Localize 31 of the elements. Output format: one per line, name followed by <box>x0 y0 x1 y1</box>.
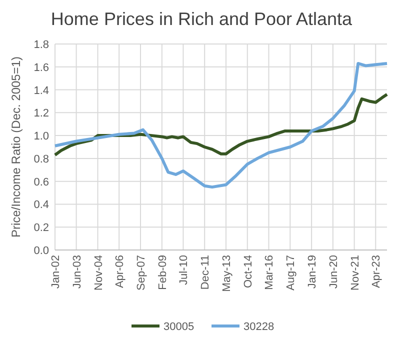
x-tick-label: Jun-03 <box>71 255 84 289</box>
x-tick-label: Apr-06 <box>114 255 126 288</box>
chart-title: Home Prices in Rich and Poor Atlanta <box>50 9 354 29</box>
y-tick-label: 0.6 <box>34 176 49 188</box>
y-tick-label: 0.8 <box>34 153 49 166</box>
y-tick-label: 1.6 <box>34 62 49 74</box>
x-tick-label: Jan-19 <box>306 255 319 289</box>
legend-label: 30228 <box>244 321 274 333</box>
y-axis-title: Price/Income Ratio (Dec. 2005=1) <box>9 56 23 238</box>
x-tick-label: Nov-21 <box>349 255 362 290</box>
y-tick-label: 0.4 <box>34 199 49 212</box>
x-tick-label: Nov-04 <box>92 255 105 290</box>
x-tick-label: Feb-09 <box>156 255 169 290</box>
x-tick-label: Oct-14 <box>242 255 254 288</box>
x-tick-label: Mar-16 <box>264 255 276 290</box>
x-tick-label: Sep-07 <box>135 255 148 290</box>
legend-label: 30005 <box>164 321 194 333</box>
x-tick-label: Aug-17 <box>285 255 298 290</box>
x-tick-label: May-13 <box>220 255 233 292</box>
x-tick-label: Jun-20 <box>328 255 340 289</box>
y-tick-label: 1.8 <box>34 39 49 51</box>
y-tick-label: 1.0 <box>34 130 49 143</box>
y-tick-label: 0.2 <box>34 222 49 234</box>
y-tick-label: 1.2 <box>34 108 49 120</box>
y-tick-label: 0.0 <box>34 245 49 257</box>
line-series <box>54 62 388 189</box>
x-tick-label: Jan-02 <box>50 255 62 289</box>
y-tick-label: 1.4 <box>34 84 49 97</box>
x-tick-label: Dec-11 <box>200 255 212 290</box>
x-tick-label: Jul-10 <box>178 255 190 285</box>
x-tick-label: Apr-23 <box>370 255 383 288</box>
